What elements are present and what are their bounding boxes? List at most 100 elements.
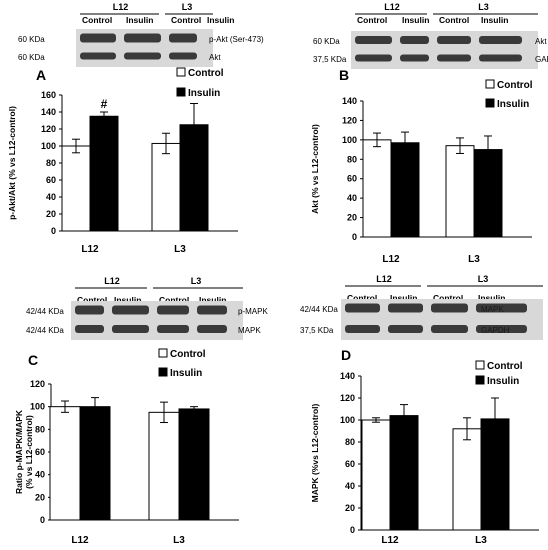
y-tick-label: 80	[345, 437, 355, 447]
legend-swatch	[485, 98, 495, 108]
panel-b: L12 L3 Control Insulin Control Insulin 60 KDa A…	[310, 2, 548, 265]
x-category-label: L12	[81, 244, 99, 255]
blot-lane-label: Insulin	[126, 15, 153, 25]
bar	[390, 142, 420, 238]
y-tick-label: 100	[41, 141, 56, 151]
blot-protein-label: p-Akt (Ser-473)	[209, 35, 264, 44]
blot-group-label: L12	[104, 276, 120, 286]
blot-lane-label: Control	[171, 15, 201, 25]
blot-band	[431, 325, 468, 333]
blot-band	[75, 305, 104, 315]
y-tick-label: 100	[342, 135, 357, 145]
bar	[389, 415, 419, 531]
blot-band	[479, 54, 522, 62]
x-category-label: L3	[475, 535, 487, 546]
legend-label: Control	[188, 68, 224, 79]
y-axis-label: MAPK (%vs L12-control)	[310, 403, 320, 502]
legend-swatch	[158, 367, 168, 377]
legend-label: Control	[487, 361, 523, 372]
blot-band	[197, 305, 227, 315]
blot-lane-label: Insulin	[207, 15, 234, 25]
y-tick-label: 120	[340, 393, 355, 403]
y-tick-label: 140	[340, 371, 355, 381]
panel-letter: B	[339, 67, 349, 83]
y-tick-label: 140	[342, 96, 357, 106]
blot-band	[400, 54, 429, 62]
x-category-label: L3	[468, 254, 480, 265]
y-tick-label: 120	[41, 124, 56, 134]
legend-label: Insulin	[170, 368, 202, 379]
bar	[61, 145, 91, 232]
y-tick-label: 80	[347, 154, 357, 164]
blot-size-label: 42/44 KDa	[300, 305, 338, 314]
blot-band	[479, 36, 522, 44]
blot-band	[124, 52, 161, 60]
blot-protein-label: Akt	[535, 37, 547, 46]
y-tick-label: 80	[35, 424, 45, 434]
bar	[89, 115, 119, 232]
bar	[49, 406, 81, 521]
blot-band	[112, 305, 149, 315]
bar	[445, 145, 475, 238]
panel-letter: D	[341, 347, 351, 363]
y-tick-label: 20	[347, 213, 357, 223]
blot-band	[169, 52, 197, 60]
blot-band	[345, 325, 380, 333]
panel-letter: C	[28, 352, 38, 368]
blot-band	[345, 303, 380, 313]
blot-protein-label: Akt	[209, 53, 221, 62]
y-axis-label: Akt (% vs L12-control)	[310, 124, 320, 214]
blot-band	[388, 303, 423, 313]
y-tick-label: 60	[345, 459, 355, 469]
blot-band	[400, 36, 429, 44]
blot-band	[355, 54, 392, 62]
y-tick-label: 60	[35, 447, 45, 457]
blot-protein-label: GAPDH	[535, 55, 548, 64]
y-tick-label: 80	[46, 158, 56, 168]
panel-letter: A	[36, 67, 46, 83]
legend-label: Control	[170, 349, 206, 360]
legend-label: Control	[497, 80, 533, 91]
blot-band	[124, 33, 161, 43]
blot-size-label: 60 KDa	[313, 37, 340, 46]
x-category-label: L12	[71, 535, 89, 546]
legend-label: Insulin	[188, 88, 220, 99]
blot-band	[431, 303, 468, 313]
panel-d: L12 L3 Control Insulin Control Insulin 42/44 K…	[300, 274, 543, 546]
legend-swatch	[176, 87, 186, 97]
blot-lane-label: Control	[77, 295, 107, 305]
y-tick-label: 40	[46, 192, 56, 202]
blot-group-label: L12	[384, 2, 400, 12]
y-tick-label: 0	[350, 525, 355, 535]
blot-band	[80, 33, 116, 43]
x-category-label: L3	[174, 244, 186, 255]
blot-lane-label: Control	[357, 15, 387, 25]
y-tick-label: 40	[345, 481, 355, 491]
bar	[178, 408, 210, 521]
x-category-label: L12	[381, 535, 399, 546]
y-tick-label: 0	[51, 226, 56, 236]
bar	[362, 139, 392, 238]
y-tick-label: 0	[352, 232, 357, 242]
legend-swatch	[158, 348, 168, 358]
y-tick-label: 120	[30, 379, 45, 389]
blot-size-label: 60 KDa	[18, 35, 45, 44]
blot-lane-label: Insulin	[114, 295, 141, 305]
blot-group-label: L3	[191, 276, 202, 286]
legend-label: Insulin	[487, 376, 519, 387]
blot-group-label: L3	[478, 2, 489, 12]
y-axis-label: Ratio p-MAPK/MAPK	[14, 409, 24, 494]
blot-size-label: 42/44 KDa	[26, 326, 64, 335]
y-tick-label: 140	[41, 107, 56, 117]
blot-band	[388, 325, 423, 333]
bar	[79, 406, 111, 521]
blot-band	[112, 325, 149, 333]
y-tick-label: 0	[40, 515, 45, 525]
blot-group-label: L3	[182, 2, 193, 12]
blot-group-label: L3	[478, 274, 489, 284]
bar	[452, 428, 482, 531]
blot-band	[476, 325, 527, 333]
panel-a: L12 L3 Control Insulin Control Insulin 60 KDa p…	[7, 2, 264, 255]
y-tick-label: 20	[46, 209, 56, 219]
